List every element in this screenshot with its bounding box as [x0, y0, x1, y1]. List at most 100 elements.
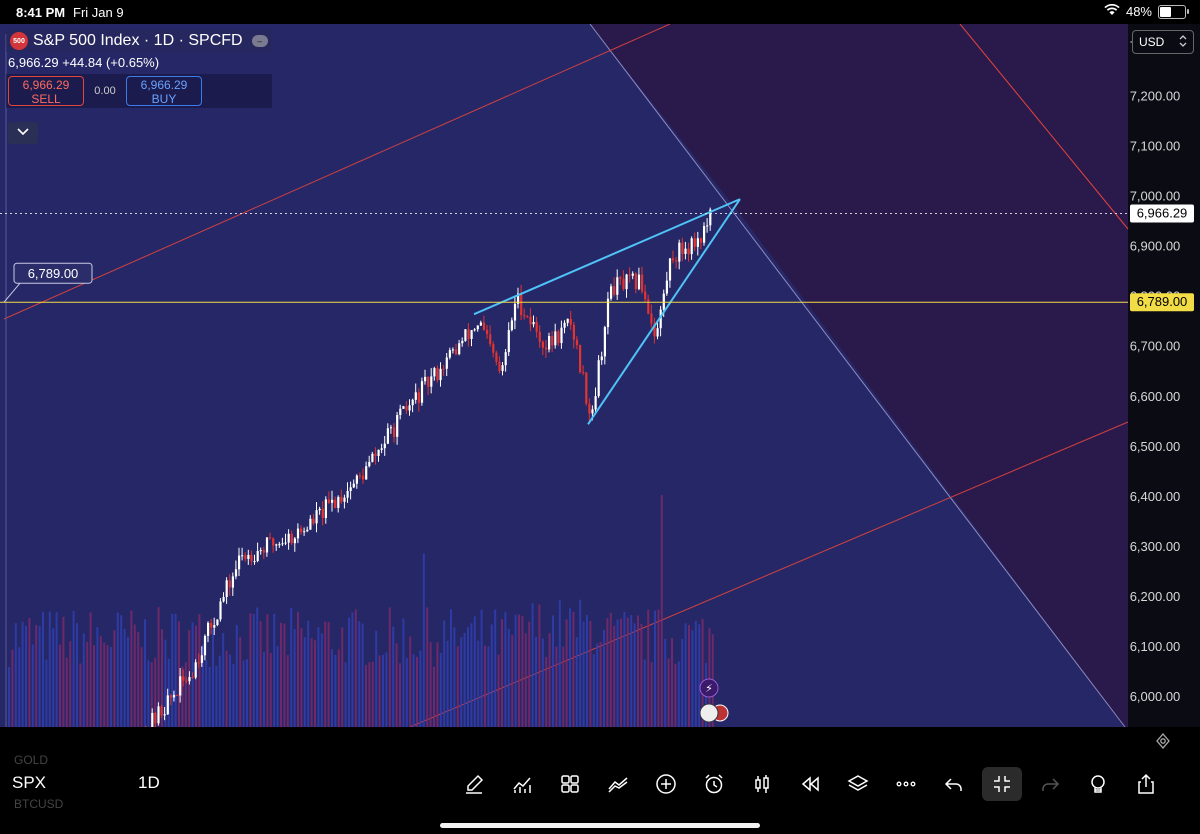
volume-bar: [184, 662, 187, 727]
candle-body: [327, 499, 331, 503]
fullscreen-exit-icon[interactable]: [982, 767, 1022, 801]
layers-icon[interactable]: [838, 767, 878, 801]
candle-body: [210, 622, 213, 628]
interval-button[interactable]: 1D: [138, 773, 160, 792]
candle-body: [634, 273, 637, 290]
volume-bar: [96, 627, 99, 727]
candle-body: [641, 274, 644, 292]
candle-body: [411, 399, 414, 406]
price-chart[interactable]: 6,789.00 6,000.00 6,100.00 6,200.00 6,300.00…: [0, 24, 1200, 757]
trend-icon[interactable]: [598, 767, 638, 801]
indicators-icon[interactable]: [502, 767, 542, 801]
channel-upper-line: [3, 24, 671, 320]
volume-bar: [616, 619, 619, 727]
alert-icon[interactable]: [694, 767, 734, 801]
candle-body: [616, 277, 619, 295]
volume-bar: [55, 612, 58, 727]
current-price-tag-text: 6,966.29: [1137, 205, 1188, 220]
candle-body: [219, 601, 222, 620]
volume-bar: [110, 647, 112, 727]
candle-body: [188, 677, 191, 682]
candle-body: [182, 676, 185, 681]
volume-bar: [708, 628, 711, 727]
volume-bar: [164, 639, 167, 727]
volume-bar: [640, 623, 643, 727]
lightning-icon: ⚡: [705, 682, 713, 695]
volume-bar: [654, 610, 656, 727]
candle-body: [278, 544, 281, 546]
price-tick-label: 6,600.00: [1130, 389, 1181, 404]
more-icon[interactable]: [886, 767, 926, 801]
volume-bar: [252, 614, 255, 727]
layouts-icon[interactable]: [550, 767, 590, 801]
symbol-title[interactable]: S&P 500 Index · 1D · SPCFD: [33, 32, 243, 49]
candle-body: [628, 274, 631, 276]
volume-bar: [562, 646, 565, 727]
gear-icon[interactable]: [1155, 733, 1171, 752]
trade-panel: 6,966.29 SELL 0.00 6,966.29 BUY: [6, 74, 272, 108]
currency-select[interactable]: USD: [1132, 30, 1194, 54]
add-icon[interactable]: [646, 767, 686, 801]
candle-body: [687, 248, 690, 255]
volume-bar: [133, 624, 136, 727]
candle-body: [476, 325, 479, 330]
symbol-button[interactable]: SPX: [12, 773, 47, 792]
watchlist-item-gold[interactable]: GOLD: [14, 753, 49, 767]
brush-icon[interactable]: [454, 767, 494, 801]
candle-body: [603, 327, 606, 357]
volume-bar: [701, 618, 704, 727]
volume-bar: [538, 604, 541, 727]
candle-body: [461, 340, 464, 344]
candle-body: [572, 324, 575, 340]
volume-bar: [606, 618, 609, 727]
buy-button[interactable]: 6,966.29 BUY: [126, 76, 202, 106]
undo-icon[interactable]: [934, 767, 974, 801]
candle-body: [244, 555, 247, 559]
candles-icon[interactable]: [742, 767, 782, 801]
volume-bar: [558, 600, 561, 727]
candle-body: [579, 345, 582, 372]
volume-bar: [426, 607, 429, 727]
volume-bar: [545, 656, 548, 727]
candle-body: [157, 706, 160, 724]
collapse-legend-button[interactable]: [8, 122, 38, 144]
candle-body: [349, 487, 352, 491]
volume-bar: [42, 611, 44, 727]
volume-bar: [674, 663, 677, 727]
replay-icon[interactable]: [790, 767, 830, 801]
redo-icon[interactable]: [1030, 767, 1070, 801]
candle-body: [287, 533, 290, 543]
time-axis-bar[interactable]: [0, 727, 1200, 757]
volume-bar: [76, 623, 78, 727]
volume-bar: [504, 612, 507, 727]
volume-bar: [494, 609, 497, 727]
candle-body: [544, 347, 548, 350]
volume-bar: [416, 656, 418, 727]
candle-body: [238, 555, 241, 570]
sell-button[interactable]: 6,966.29 SELL: [8, 76, 84, 106]
volume-bar: [229, 654, 231, 727]
price-quote: 6,966.29 +44.84 (+0.65%): [8, 55, 160, 70]
candle-body: [169, 695, 172, 698]
candle-body: [557, 331, 560, 344]
volume-bar: [371, 661, 374, 727]
candle-body: [340, 496, 343, 502]
symbol-title-row[interactable]: 500 S&P 500 Index · 1D · SPCFD –: [6, 30, 272, 52]
volume-bar: [35, 625, 38, 727]
volume-bar: [477, 640, 480, 727]
hide-icon[interactable]: –: [251, 35, 268, 47]
candle-body: [535, 322, 538, 332]
candle-body: [622, 278, 625, 290]
candle-body: [482, 322, 486, 330]
watchlist-item-btcusd[interactable]: BTCUSD: [14, 797, 64, 811]
volume-bar: [405, 657, 408, 727]
volume-bar: [293, 629, 296, 727]
volume-bar: [473, 616, 476, 727]
candle-body: [445, 357, 448, 369]
volume-bar: [368, 662, 371, 727]
volume-bar: [52, 628, 55, 727]
idea-icon[interactable]: [1078, 767, 1118, 801]
volume-bar: [130, 610, 133, 727]
share-icon[interactable]: [1126, 767, 1166, 801]
volume-bar: [589, 621, 592, 727]
